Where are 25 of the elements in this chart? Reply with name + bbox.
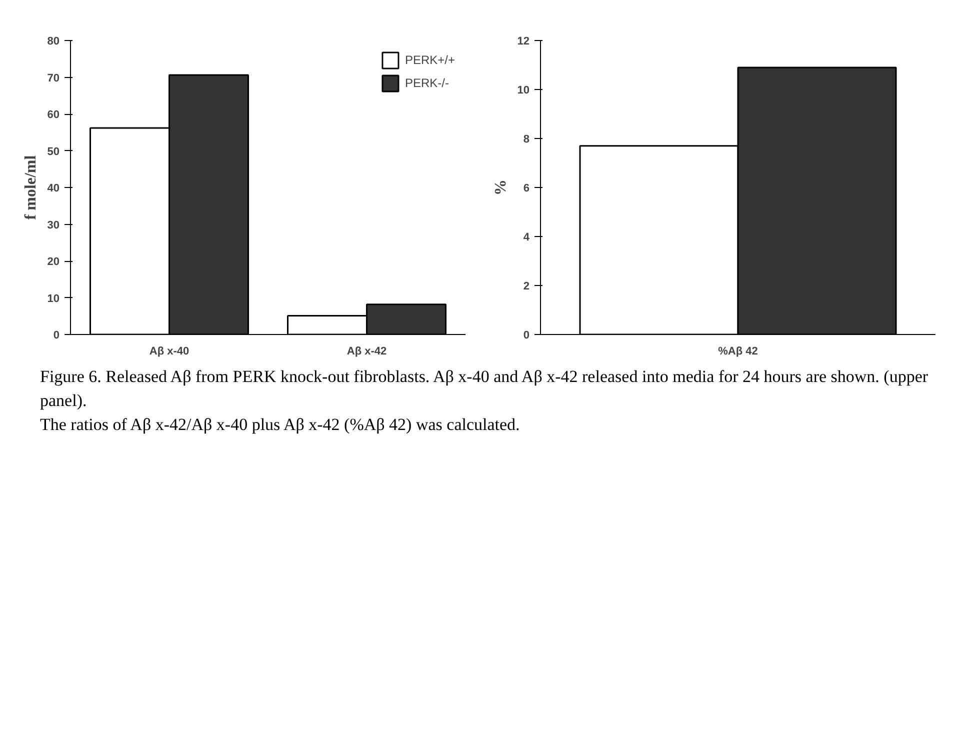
- y-tick-label: 20: [47, 256, 60, 268]
- x-tick-label: Aβ x-42: [346, 346, 387, 358]
- caption: Figure 6. Released Aβ from PERK knock-out fibroblasts. Aβ x-40 and Aβ x-42 released into media for 24 hours are shown. (upper panel).: [40, 367, 928, 410]
- y-axis-title: %: [492, 180, 510, 196]
- y-axis-title: f mole/ml: [22, 154, 40, 220]
- y-tick-label: 80: [47, 36, 60, 48]
- y-tick-label: 12: [517, 36, 530, 48]
- y-tick-label: 70: [47, 72, 60, 84]
- x-tick-label: %Aβ 42: [718, 346, 758, 358]
- y-tick-label: 10: [517, 84, 530, 96]
- x-tick-label: Aβ x-40: [149, 346, 190, 358]
- y-tick-label: 60: [47, 109, 60, 121]
- y-tick-label: 50: [47, 146, 60, 158]
- y-tick-label: 10: [47, 292, 60, 305]
- y-tick-label: 40: [47, 182, 60, 194]
- y-tick-label: 30: [47, 219, 60, 232]
- y-tick-label: 6: [523, 182, 530, 194]
- y-tick-label: 4: [523, 232, 530, 244]
- y-tick-label: 8: [523, 134, 530, 146]
- y-tick-label: 0: [523, 330, 530, 342]
- legend-label: PERK+/+: [404, 53, 455, 67]
- y-tick-label: 2: [523, 280, 530, 292]
- legend-label: PERK-/-: [404, 76, 449, 90]
- text: The ratios of Aβ x-42/Aβ x-40 plus Aβ x-42 (%Aβ 42) was calculated.: [40, 414, 520, 434]
- y-tick-label: 0: [53, 330, 60, 342]
